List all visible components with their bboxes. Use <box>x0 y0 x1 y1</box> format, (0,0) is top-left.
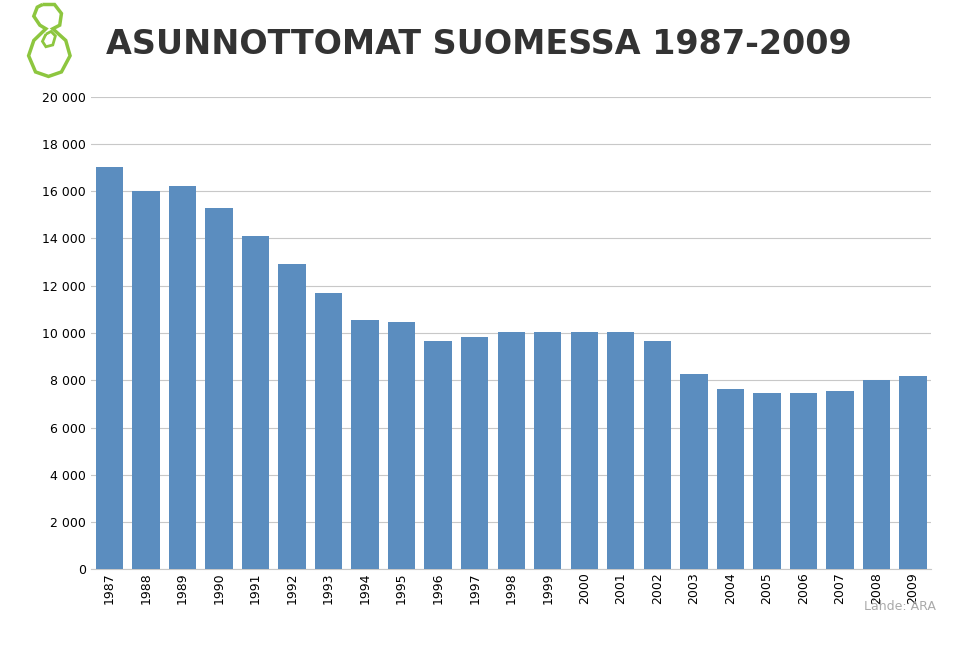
Bar <box>643 341 671 569</box>
Bar <box>388 322 416 569</box>
Bar <box>96 168 123 569</box>
Bar <box>790 394 817 569</box>
Bar <box>570 332 598 569</box>
Bar <box>827 391 853 569</box>
Bar <box>315 293 343 569</box>
Bar <box>242 236 269 569</box>
Bar <box>497 332 525 569</box>
Bar <box>900 376 926 569</box>
Bar <box>607 332 635 569</box>
Bar <box>461 336 489 569</box>
Text: Lähde: ARA: Lähde: ARA <box>864 599 936 613</box>
Bar <box>278 264 306 569</box>
Text: ASUNNOTTOMAT SUOMESSA 1987-2009: ASUNNOTTOMAT SUOMESSA 1987-2009 <box>106 29 852 61</box>
Bar <box>205 208 232 569</box>
Bar <box>534 332 562 569</box>
Text: PÄÄKAUPUNKISEUDUN SOSIAALIALAN OSAAMISKESKUS: PÄÄKAUPUNKISEUDUN SOSIAALIALAN OSAAMISKE… <box>220 632 740 650</box>
Bar <box>132 191 159 569</box>
Bar <box>169 186 196 569</box>
Bar <box>863 380 890 569</box>
Bar <box>716 388 744 569</box>
Bar <box>754 394 780 569</box>
Bar <box>351 320 379 569</box>
Bar <box>424 341 452 569</box>
Bar <box>680 374 708 569</box>
